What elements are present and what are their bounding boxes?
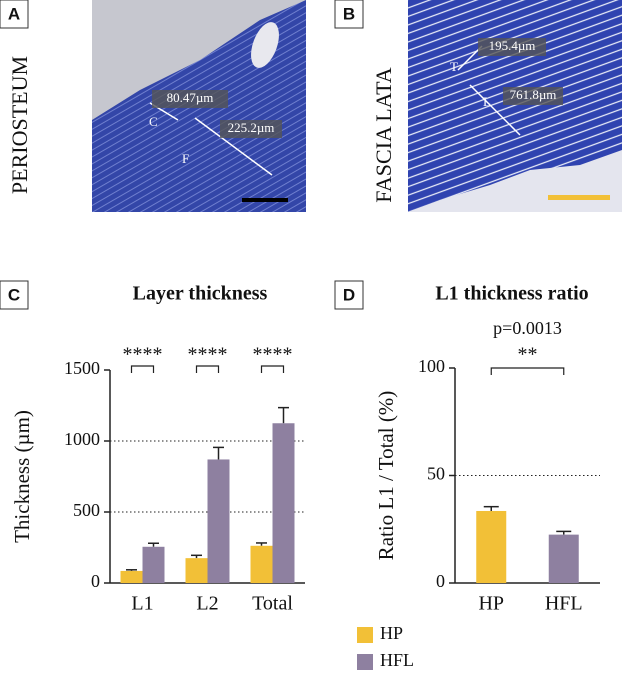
panel-label: D (343, 285, 355, 304)
annotation: T (450, 59, 458, 74)
annotation: 195.4µm (489, 38, 536, 53)
y-axis-label: Ratio L1 / Total (%) (374, 391, 398, 561)
annotation: C (149, 114, 158, 129)
side-label: PERIOSTEUM (7, 56, 32, 194)
annotation: 225.2µm (228, 120, 275, 135)
bar (272, 423, 295, 583)
y-tick-label: 0 (436, 571, 445, 591)
panel-label-box (0, 0, 29, 29)
x-tick-label: HP (478, 593, 504, 615)
x-tick-label: HFL (545, 593, 583, 615)
annotation: L (483, 94, 491, 109)
bar (120, 570, 143, 583)
legend-label: HFL (380, 650, 414, 670)
bar (476, 510, 507, 583)
annotation-box (152, 90, 228, 108)
significance: **** (253, 344, 293, 366)
significance-bracket (195, 365, 220, 373)
p-value: p=0.0013 (493, 318, 562, 338)
bar (250, 545, 273, 583)
annotation-box (478, 38, 546, 56)
chart-title: L1 thickness ratio (435, 283, 588, 305)
bar (185, 558, 208, 583)
annotation-box (503, 87, 563, 105)
annotation: 761.8µm (510, 87, 557, 102)
bar (142, 546, 165, 583)
side-label: FASCIA LATA (371, 67, 396, 202)
x-tick-label: L2 (196, 593, 218, 615)
significance-bracket (130, 365, 155, 373)
scale-bar (548, 195, 610, 200)
panel-label: A (8, 4, 20, 23)
y-tick-label: 1500 (64, 358, 100, 378)
x-tick-label: L1 (131, 593, 153, 615)
annotation: 80.47µm (167, 90, 214, 105)
legend-swatch (357, 627, 373, 643)
y-tick-label: 1000 (64, 429, 100, 449)
y-axis-label: Thickness (µm) (10, 410, 34, 543)
bar (207, 459, 230, 583)
vessel (251, 22, 279, 68)
y-tick-label: 100 (418, 356, 445, 376)
x-tick-label: Total (252, 593, 293, 615)
y-tick-label: 50 (427, 464, 445, 484)
legend-swatch (357, 654, 373, 670)
annotation: F (182, 151, 189, 166)
scale-bar (242, 198, 288, 202)
significance: ** (518, 344, 538, 366)
significance-bracket (490, 367, 565, 375)
panel-label: B (343, 4, 355, 23)
panel-label: C (8, 285, 20, 304)
chart-title: Layer thickness (133, 283, 268, 305)
tissue (408, 0, 622, 212)
panel-label-box (0, 280, 29, 310)
bar (548, 534, 579, 583)
significance: **** (188, 344, 228, 366)
panel-label-box (334, 280, 364, 310)
y-tick-label: 500 (73, 500, 100, 520)
legend-label: HP (380, 623, 403, 643)
y-tick-label: 0 (91, 571, 100, 591)
significance: **** (123, 344, 163, 366)
panel-label-box (334, 0, 364, 29)
annotation-box (220, 120, 282, 138)
significance-bracket (260, 365, 285, 373)
measure-line (194, 117, 273, 176)
measure-line (469, 84, 521, 136)
